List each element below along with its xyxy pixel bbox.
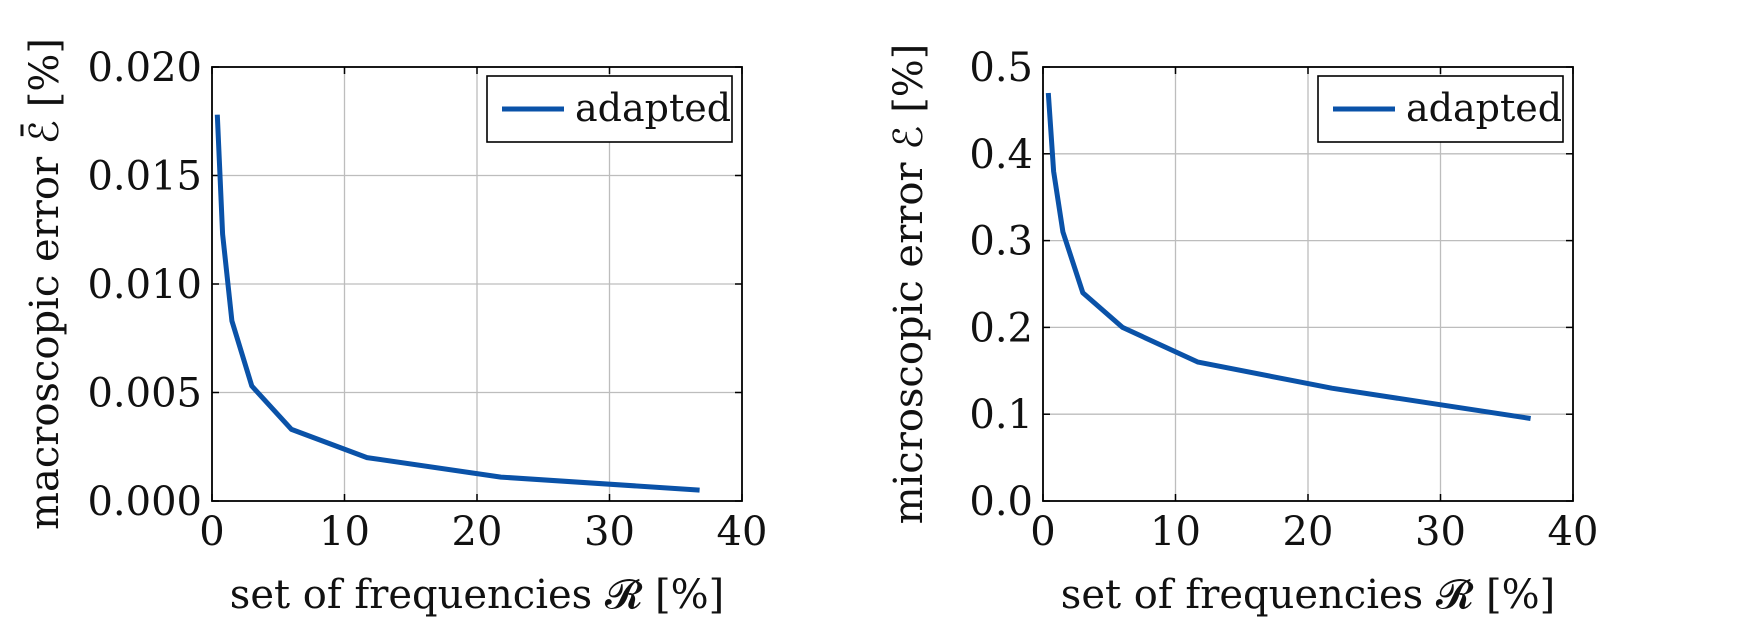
plot-frame xyxy=(1042,66,1574,502)
legend-label: adapted xyxy=(1406,86,1562,130)
y-tick-label: 0.3 xyxy=(969,219,1033,265)
y-tick-label: 0.005 xyxy=(87,371,202,417)
y-tick-label: 0.020 xyxy=(87,45,202,91)
x-tick-label: 20 xyxy=(1283,509,1334,555)
y-tick-label: 0.0 xyxy=(969,479,1033,525)
x-tick-label: 10 xyxy=(319,509,370,555)
x-tick-label: 40 xyxy=(1548,509,1599,555)
legend-label: adapted xyxy=(575,86,731,130)
x-tick-label: 0 xyxy=(1030,509,1055,555)
y-tick-label: 0.2 xyxy=(969,305,1033,351)
y-axis-label: macroscopic error ℰ̄ [%] xyxy=(21,38,68,530)
y-tick-label: 0.010 xyxy=(87,262,202,308)
legend: adapted xyxy=(1317,75,1564,143)
x-tick-label: 30 xyxy=(1415,509,1466,555)
x-tick-label: 30 xyxy=(584,509,635,555)
chart-panel-1: 0 10 20 30 40 0.000 0.005 0.010 0.015 0.020 set of… xyxy=(21,38,768,618)
series-line-adapted xyxy=(1045,92,1531,421)
x-axis-label: set of frequencies 𝓡 [%] xyxy=(1061,572,1555,618)
plot-frame xyxy=(211,66,743,502)
y-tick-label: 0.5 xyxy=(969,45,1033,91)
legend-box xyxy=(486,75,733,143)
y-tick-label: 0.015 xyxy=(87,154,202,200)
chart-panel-2: 0 10 20 30 40 0.0 0.1 0.2 0.3 0.4 0.5 set of freque… xyxy=(886,44,1598,618)
x-tick-label: 40 xyxy=(717,509,768,555)
y-tick-label: 0.1 xyxy=(969,392,1033,438)
y-tick-label: 0.000 xyxy=(87,479,202,525)
legend: adapted xyxy=(486,75,733,143)
x-tick-label: 0 xyxy=(199,509,224,555)
y-axis-label: microscopic error ℰ [%] xyxy=(886,44,932,525)
series-line-adapted xyxy=(214,114,700,493)
y-tick-label: 0.4 xyxy=(969,132,1033,178)
x-tick-label: 20 xyxy=(452,509,503,555)
x-axis-label: set of frequencies 𝓡 [%] xyxy=(230,572,724,618)
x-tick-label: 10 xyxy=(1150,509,1201,555)
